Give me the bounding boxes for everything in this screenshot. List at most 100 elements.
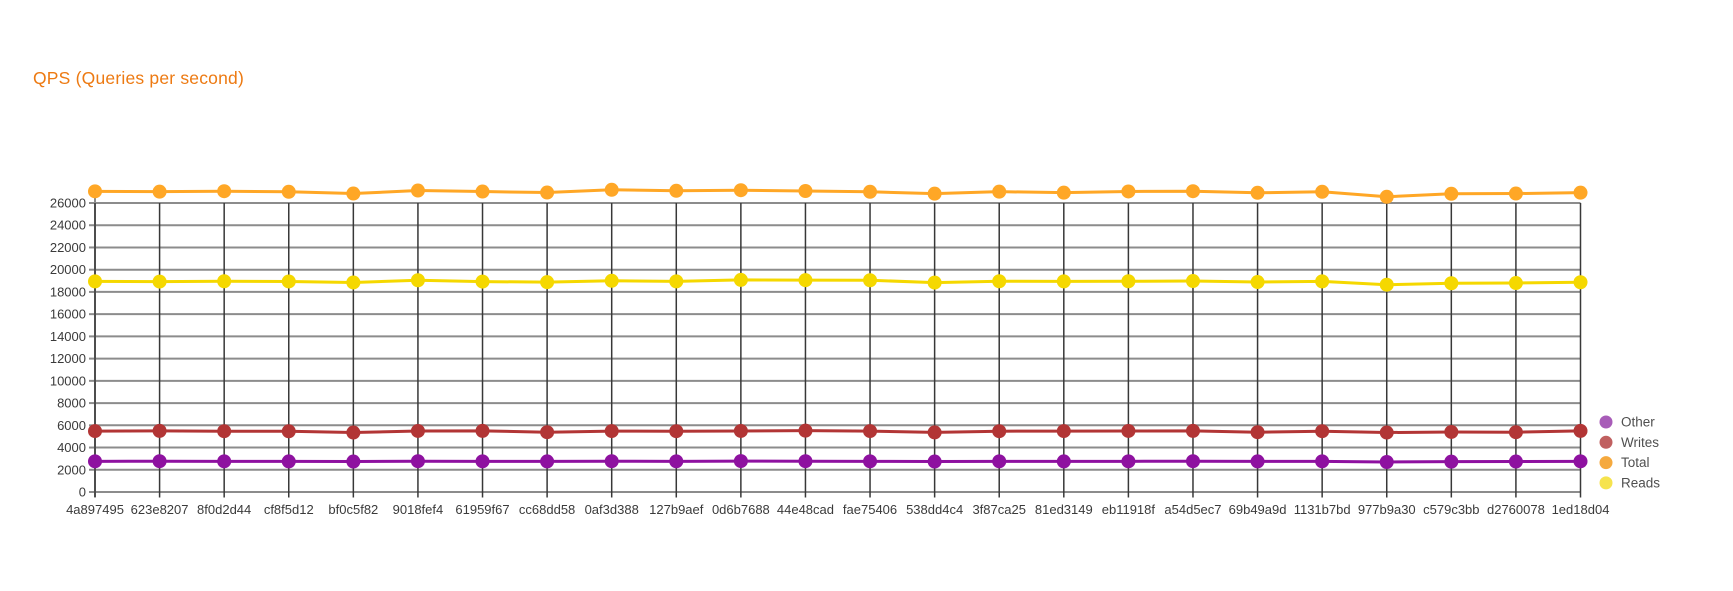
data-point-other[interactable]	[1508, 454, 1523, 469]
data-point-total[interactable]	[346, 186, 361, 201]
data-point-reads[interactable]	[1185, 274, 1200, 289]
data-point-writes[interactable]	[88, 424, 102, 439]
legend-item-reads[interactable]: Reads	[1599, 475, 1661, 490]
data-point-total[interactable]	[927, 186, 942, 201]
data-point-reads[interactable]	[152, 274, 167, 289]
data-point-total[interactable]	[475, 184, 490, 199]
data-point-total[interactable]	[217, 184, 232, 199]
data-point-writes[interactable]	[1508, 425, 1523, 440]
data-point-writes[interactable]	[1444, 424, 1459, 439]
data-point-writes[interactable]	[1121, 423, 1136, 438]
data-point-total[interactable]	[1379, 189, 1394, 204]
data-point-other[interactable]	[217, 454, 232, 469]
data-point-total[interactable]	[1444, 186, 1459, 201]
data-point-reads[interactable]	[1315, 274, 1330, 289]
data-point-reads[interactable]	[475, 274, 490, 289]
data-point-total[interactable]	[1121, 184, 1136, 199]
data-point-other[interactable]	[669, 454, 684, 469]
data-point-total[interactable]	[1185, 184, 1200, 199]
data-point-writes[interactable]	[604, 424, 619, 439]
data-point-reads[interactable]	[281, 274, 296, 289]
data-point-other[interactable]	[1444, 454, 1459, 469]
data-point-total[interactable]	[281, 184, 296, 199]
data-point-reads[interactable]	[540, 275, 555, 290]
data-point-total[interactable]	[1315, 184, 1330, 199]
data-point-writes[interactable]	[1379, 425, 1394, 440]
data-point-other[interactable]	[927, 454, 942, 469]
data-point-total[interactable]	[604, 182, 619, 197]
data-point-total[interactable]	[1250, 185, 1265, 200]
data-point-reads[interactable]	[1056, 274, 1071, 289]
data-point-other[interactable]	[1250, 454, 1265, 469]
data-point-writes[interactable]	[927, 425, 942, 440]
data-point-other[interactable]	[1379, 454, 1394, 469]
data-point-total[interactable]	[733, 183, 748, 198]
data-point-reads[interactable]	[1573, 275, 1588, 290]
data-point-reads[interactable]	[1508, 276, 1523, 291]
data-point-other[interactable]	[346, 454, 361, 469]
data-point-reads[interactable]	[217, 274, 232, 289]
data-point-reads[interactable]	[863, 273, 878, 288]
data-point-writes[interactable]	[1185, 423, 1200, 438]
data-point-writes[interactable]	[992, 424, 1007, 439]
data-point-other[interactable]	[798, 454, 813, 469]
legend-item-other[interactable]: Other	[1599, 415, 1656, 430]
data-point-writes[interactable]	[475, 423, 490, 438]
data-point-other[interactable]	[540, 454, 555, 469]
data-point-total[interactable]	[798, 183, 813, 198]
data-point-writes[interactable]	[798, 423, 813, 438]
data-point-other[interactable]	[88, 454, 102, 469]
legend-item-writes[interactable]: Writes	[1599, 435, 1660, 450]
data-point-reads[interactable]	[1250, 275, 1265, 290]
data-point-reads[interactable]	[346, 275, 361, 290]
data-point-writes[interactable]	[346, 425, 361, 440]
data-point-total[interactable]	[669, 183, 684, 198]
data-point-total[interactable]	[1508, 186, 1523, 201]
data-point-reads[interactable]	[1379, 277, 1394, 292]
data-point-reads[interactable]	[927, 275, 942, 290]
data-point-reads[interactable]	[1444, 276, 1459, 291]
data-point-reads[interactable]	[992, 274, 1007, 289]
data-point-other[interactable]	[152, 454, 167, 469]
data-point-other[interactable]	[992, 454, 1007, 469]
data-point-writes[interactable]	[669, 424, 684, 439]
data-point-other[interactable]	[604, 454, 619, 469]
data-point-total[interactable]	[1573, 185, 1588, 200]
data-point-writes[interactable]	[1250, 425, 1265, 440]
data-point-writes[interactable]	[217, 424, 232, 439]
data-point-writes[interactable]	[540, 425, 555, 440]
data-point-total[interactable]	[410, 183, 425, 198]
data-point-total[interactable]	[540, 185, 555, 200]
data-point-other[interactable]	[281, 454, 296, 469]
data-point-writes[interactable]	[733, 423, 748, 438]
data-point-other[interactable]	[1573, 454, 1588, 469]
data-point-writes[interactable]	[1573, 423, 1588, 438]
legend-item-total[interactable]: Total	[1599, 455, 1650, 470]
data-point-total[interactable]	[152, 184, 167, 199]
data-point-reads[interactable]	[1121, 274, 1136, 289]
data-point-other[interactable]	[733, 454, 748, 469]
data-point-reads[interactable]	[798, 273, 813, 288]
data-point-other[interactable]	[410, 454, 425, 469]
data-point-total[interactable]	[863, 184, 878, 199]
data-point-total[interactable]	[992, 184, 1007, 199]
data-point-other[interactable]	[1185, 454, 1200, 469]
data-point-writes[interactable]	[410, 423, 425, 438]
data-point-other[interactable]	[863, 454, 878, 469]
data-point-writes[interactable]	[281, 424, 296, 439]
data-point-writes[interactable]	[152, 423, 167, 438]
data-point-reads[interactable]	[733, 272, 748, 287]
data-point-other[interactable]	[475, 454, 490, 469]
data-point-reads[interactable]	[604, 273, 619, 288]
data-point-other[interactable]	[1056, 454, 1071, 469]
data-point-reads[interactable]	[669, 274, 684, 289]
data-point-reads[interactable]	[88, 274, 102, 289]
data-point-writes[interactable]	[863, 424, 878, 439]
data-point-other[interactable]	[1315, 454, 1330, 469]
data-point-other[interactable]	[1121, 454, 1136, 469]
data-point-reads[interactable]	[410, 273, 425, 288]
data-point-writes[interactable]	[1056, 424, 1071, 439]
data-point-total[interactable]	[1056, 185, 1071, 200]
data-point-total[interactable]	[88, 184, 102, 199]
data-point-writes[interactable]	[1315, 424, 1330, 439]
